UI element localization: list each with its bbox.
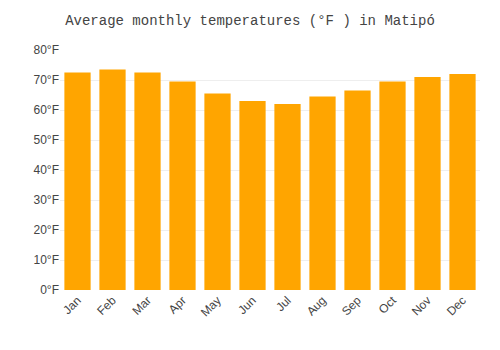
svg-text:Mar: Mar [129,293,154,318]
svg-text:80°F: 80°F [34,43,59,57]
svg-text:60°F: 60°F [34,103,59,117]
svg-text:Aug: Aug [304,293,329,318]
svg-text:Sep: Sep [339,293,364,318]
svg-text:May: May [198,293,224,319]
svg-text:Jan: Jan [60,293,84,317]
svg-text:30°F: 30°F [34,193,59,207]
svg-text:70°F: 70°F [34,73,59,87]
svg-text:Jun: Jun [235,293,259,317]
svg-text:Dec: Dec [444,293,469,318]
svg-text:Apr: Apr [166,293,189,316]
svg-text:Feb: Feb [94,293,119,318]
svg-text:50°F: 50°F [34,133,59,147]
svg-text:40°F: 40°F [34,163,59,177]
svg-text:Nov: Nov [409,293,434,318]
svg-text:Oct: Oct [376,293,400,317]
svg-text:Average monthly temperatures (: Average monthly temperatures (°F ) in Ma… [65,13,435,29]
svg-text:0°F: 0°F [40,283,59,297]
svg-text:20°F: 20°F [34,223,59,237]
svg-text:10°F: 10°F [34,253,59,267]
svg-text:Jul: Jul [273,293,294,314]
